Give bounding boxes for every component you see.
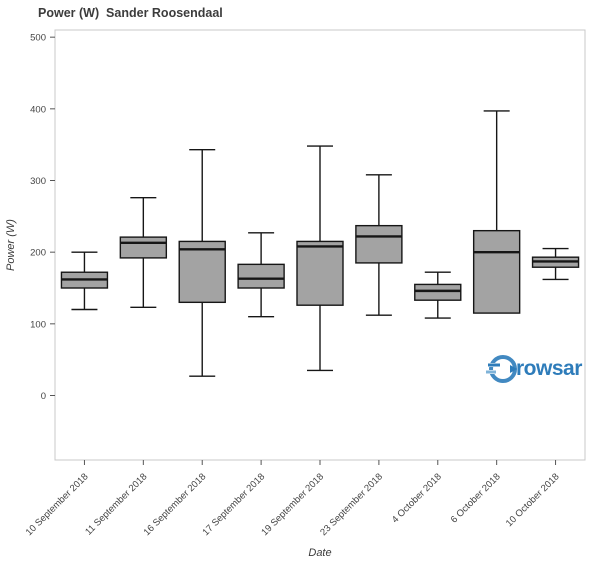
rowsar-logo-text: rowsar [516,357,582,380]
rowsar-logo-icon [486,355,517,383]
y-tick-label: 400 [30,104,46,115]
x-tick-label: 6 October 2018 [449,471,503,525]
x-tick-label: 4 October 2018 [390,471,444,525]
x-tick-label: 16 September 2018 [142,471,209,538]
x-tick-label: 19 September 2018 [259,471,326,538]
x-axis-title: Date [308,547,331,559]
x-tick-label: 23 September 2018 [318,471,385,538]
x-tick-label: 10 September 2018 [24,471,91,538]
y-tick-label: 500 [30,33,46,44]
box [119,236,168,259]
y-tick-label: 0 [41,391,46,402]
y-tick-label: 300 [30,176,46,187]
box [296,240,344,306]
box [414,283,462,301]
x-tick-label: 17 September 2018 [200,471,267,538]
box [355,224,403,264]
box [178,240,226,304]
y-tick-label: 100 [30,319,46,330]
x-tick-label: 11 September 2018 [83,471,149,537]
chart-title: Power (W) Sander Roosendaal [38,6,223,20]
rowsar-logo[interactable]: rowsar [486,352,582,386]
x-tick-label: 10 October 2018 [504,471,562,529]
y-axis-title: Power (W) [5,219,17,271]
box [472,229,521,314]
y-tick-label: 200 [30,248,46,259]
box [237,263,285,289]
